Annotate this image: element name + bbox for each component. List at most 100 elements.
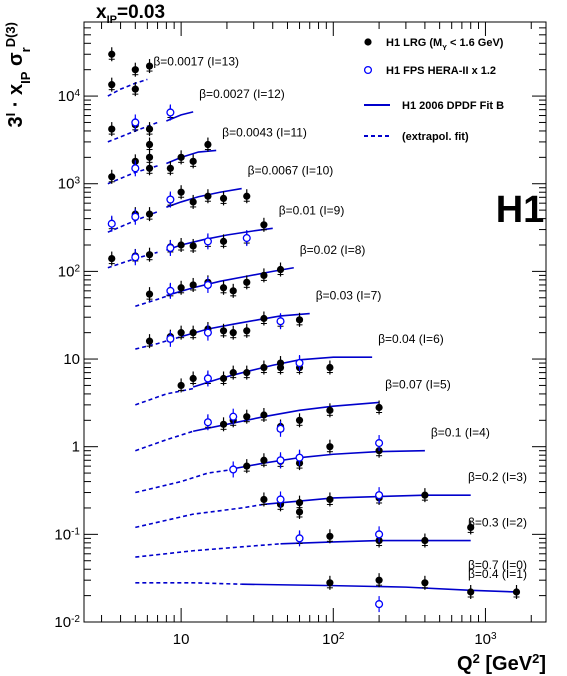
fps-data-point bbox=[166, 108, 175, 117]
legend-label: H1 2006 DPDF Fit B bbox=[402, 100, 504, 112]
fps-data-point bbox=[166, 286, 175, 295]
lrg-data-point bbox=[189, 198, 197, 206]
y-tick-label: 104 bbox=[58, 88, 81, 106]
fps-data-point bbox=[131, 212, 140, 221]
lrg-data-point bbox=[189, 374, 197, 383]
fps-data-point bbox=[229, 412, 238, 421]
y-tick-label: 10 bbox=[63, 351, 80, 368]
fps-data-point bbox=[276, 456, 285, 465]
lrg-data-point bbox=[260, 221, 268, 229]
lrg-data-point bbox=[326, 495, 334, 504]
lrg-data-point bbox=[260, 411, 268, 419]
legend-label: H1 FPS HERA-II x 1.2 bbox=[386, 65, 496, 77]
lrg-data-point bbox=[177, 284, 185, 292]
lrg-data-point bbox=[145, 125, 154, 133]
fit-extrapolation-line bbox=[135, 295, 167, 308]
fit-line bbox=[241, 583, 517, 593]
beta-label: β=0.1 (I=4) bbox=[431, 426, 490, 440]
lrg-data-point bbox=[243, 369, 251, 377]
legend-marker-open-circle bbox=[363, 65, 373, 75]
fps-data-point bbox=[203, 374, 212, 383]
lrg-data-point bbox=[326, 579, 334, 587]
lrg-data-point bbox=[108, 125, 116, 133]
lrg-data-point bbox=[260, 456, 268, 464]
lrg-data-point bbox=[145, 210, 154, 218]
fps-data-point bbox=[276, 317, 285, 326]
lrg-data-point bbox=[260, 495, 268, 504]
fps-data-point bbox=[229, 465, 238, 474]
lrg-data-point bbox=[375, 403, 383, 412]
chart-title: xIP=0.03 bbox=[96, 2, 165, 26]
lrg-data-point bbox=[276, 265, 285, 274]
lrg-data-point bbox=[467, 523, 475, 532]
lrg-data-point bbox=[229, 287, 237, 295]
y-tick-label: 103 bbox=[58, 175, 81, 193]
lrg-data-point bbox=[295, 508, 304, 516]
lrg-data-point bbox=[219, 284, 228, 292]
lrg-data-point bbox=[145, 140, 154, 149]
legend-label: (extrapol. fit) bbox=[402, 131, 469, 143]
lrg-data-point bbox=[295, 416, 304, 424]
lrg-data-point bbox=[177, 153, 185, 161]
fps-data-point bbox=[166, 334, 175, 343]
lrg-data-point bbox=[177, 329, 185, 337]
lrg-data-point bbox=[260, 363, 268, 372]
fit-extrapolation-line bbox=[135, 335, 182, 350]
lrg-data-point bbox=[145, 290, 154, 298]
fit-extrapolation-line bbox=[135, 503, 265, 529]
fit-line bbox=[193, 401, 380, 433]
lrg-data-point bbox=[421, 579, 429, 587]
plot-frame bbox=[83, 21, 547, 623]
lrg-data-point bbox=[145, 164, 154, 172]
beta-label: β=0.02 (I=8) bbox=[300, 243, 366, 257]
fps-data-point bbox=[203, 418, 212, 427]
lrg-data-point bbox=[166, 164, 174, 172]
lrg-data-point bbox=[243, 413, 251, 421]
lrg-data-point bbox=[326, 532, 334, 540]
fit-extrapolation-line bbox=[135, 468, 234, 494]
lrg-data-point bbox=[512, 588, 521, 596]
lrg-data-point bbox=[326, 406, 334, 414]
lrg-data-point bbox=[219, 237, 228, 245]
fps-data-point bbox=[276, 424, 285, 433]
beta-label: β=0.4 (I=1) bbox=[468, 567, 527, 581]
fit-extrapolation-line bbox=[135, 582, 242, 585]
fps-data-point bbox=[375, 530, 384, 539]
beta-label: β=0.04 (I=6) bbox=[378, 332, 444, 346]
lrg-data-point bbox=[204, 192, 212, 200]
experiment-label: H1 bbox=[496, 189, 545, 231]
lrg-data-point bbox=[131, 66, 139, 74]
lrg-data-point bbox=[145, 153, 154, 161]
beta-label: β=0.0067 (I=10) bbox=[248, 164, 334, 178]
lrg-data-point bbox=[229, 369, 237, 377]
fps-data-point bbox=[375, 439, 384, 448]
fit-line bbox=[263, 494, 471, 506]
lrg-data-point bbox=[243, 462, 251, 470]
title-subscript: IP bbox=[106, 13, 117, 26]
lrg-data-point bbox=[219, 420, 228, 428]
beta-label: β=0.2 (I=3) bbox=[468, 470, 527, 484]
beta-label: β=0.03 (I=7) bbox=[316, 289, 382, 303]
lrg-data-point bbox=[260, 271, 268, 279]
lrg-data-point bbox=[421, 491, 429, 499]
x-tick-label: 102 bbox=[322, 631, 345, 649]
lrg-data-point bbox=[276, 359, 285, 367]
y-tick-label: 10-2 bbox=[54, 614, 80, 632]
fit-line bbox=[233, 449, 425, 470]
fps-data-point bbox=[375, 491, 384, 500]
beta-label: β=0.0017 (I=13) bbox=[153, 54, 239, 68]
fps-data-point bbox=[166, 195, 175, 204]
title-x: x bbox=[96, 2, 107, 23]
x-axis-label: Q2 [GeV2] bbox=[457, 651, 546, 676]
lrg-data-point bbox=[219, 194, 228, 203]
lrg-data-point bbox=[108, 173, 116, 181]
lrg-data-point bbox=[145, 251, 154, 259]
fps-data-point bbox=[242, 234, 251, 243]
lrg-data-point bbox=[421, 536, 429, 545]
fps-data-point bbox=[203, 237, 212, 246]
lrg-data-point bbox=[189, 281, 197, 289]
fit-extrapolation-line bbox=[135, 387, 194, 406]
x-tick-label: 103 bbox=[474, 631, 497, 649]
lrg-data-point bbox=[204, 140, 212, 149]
